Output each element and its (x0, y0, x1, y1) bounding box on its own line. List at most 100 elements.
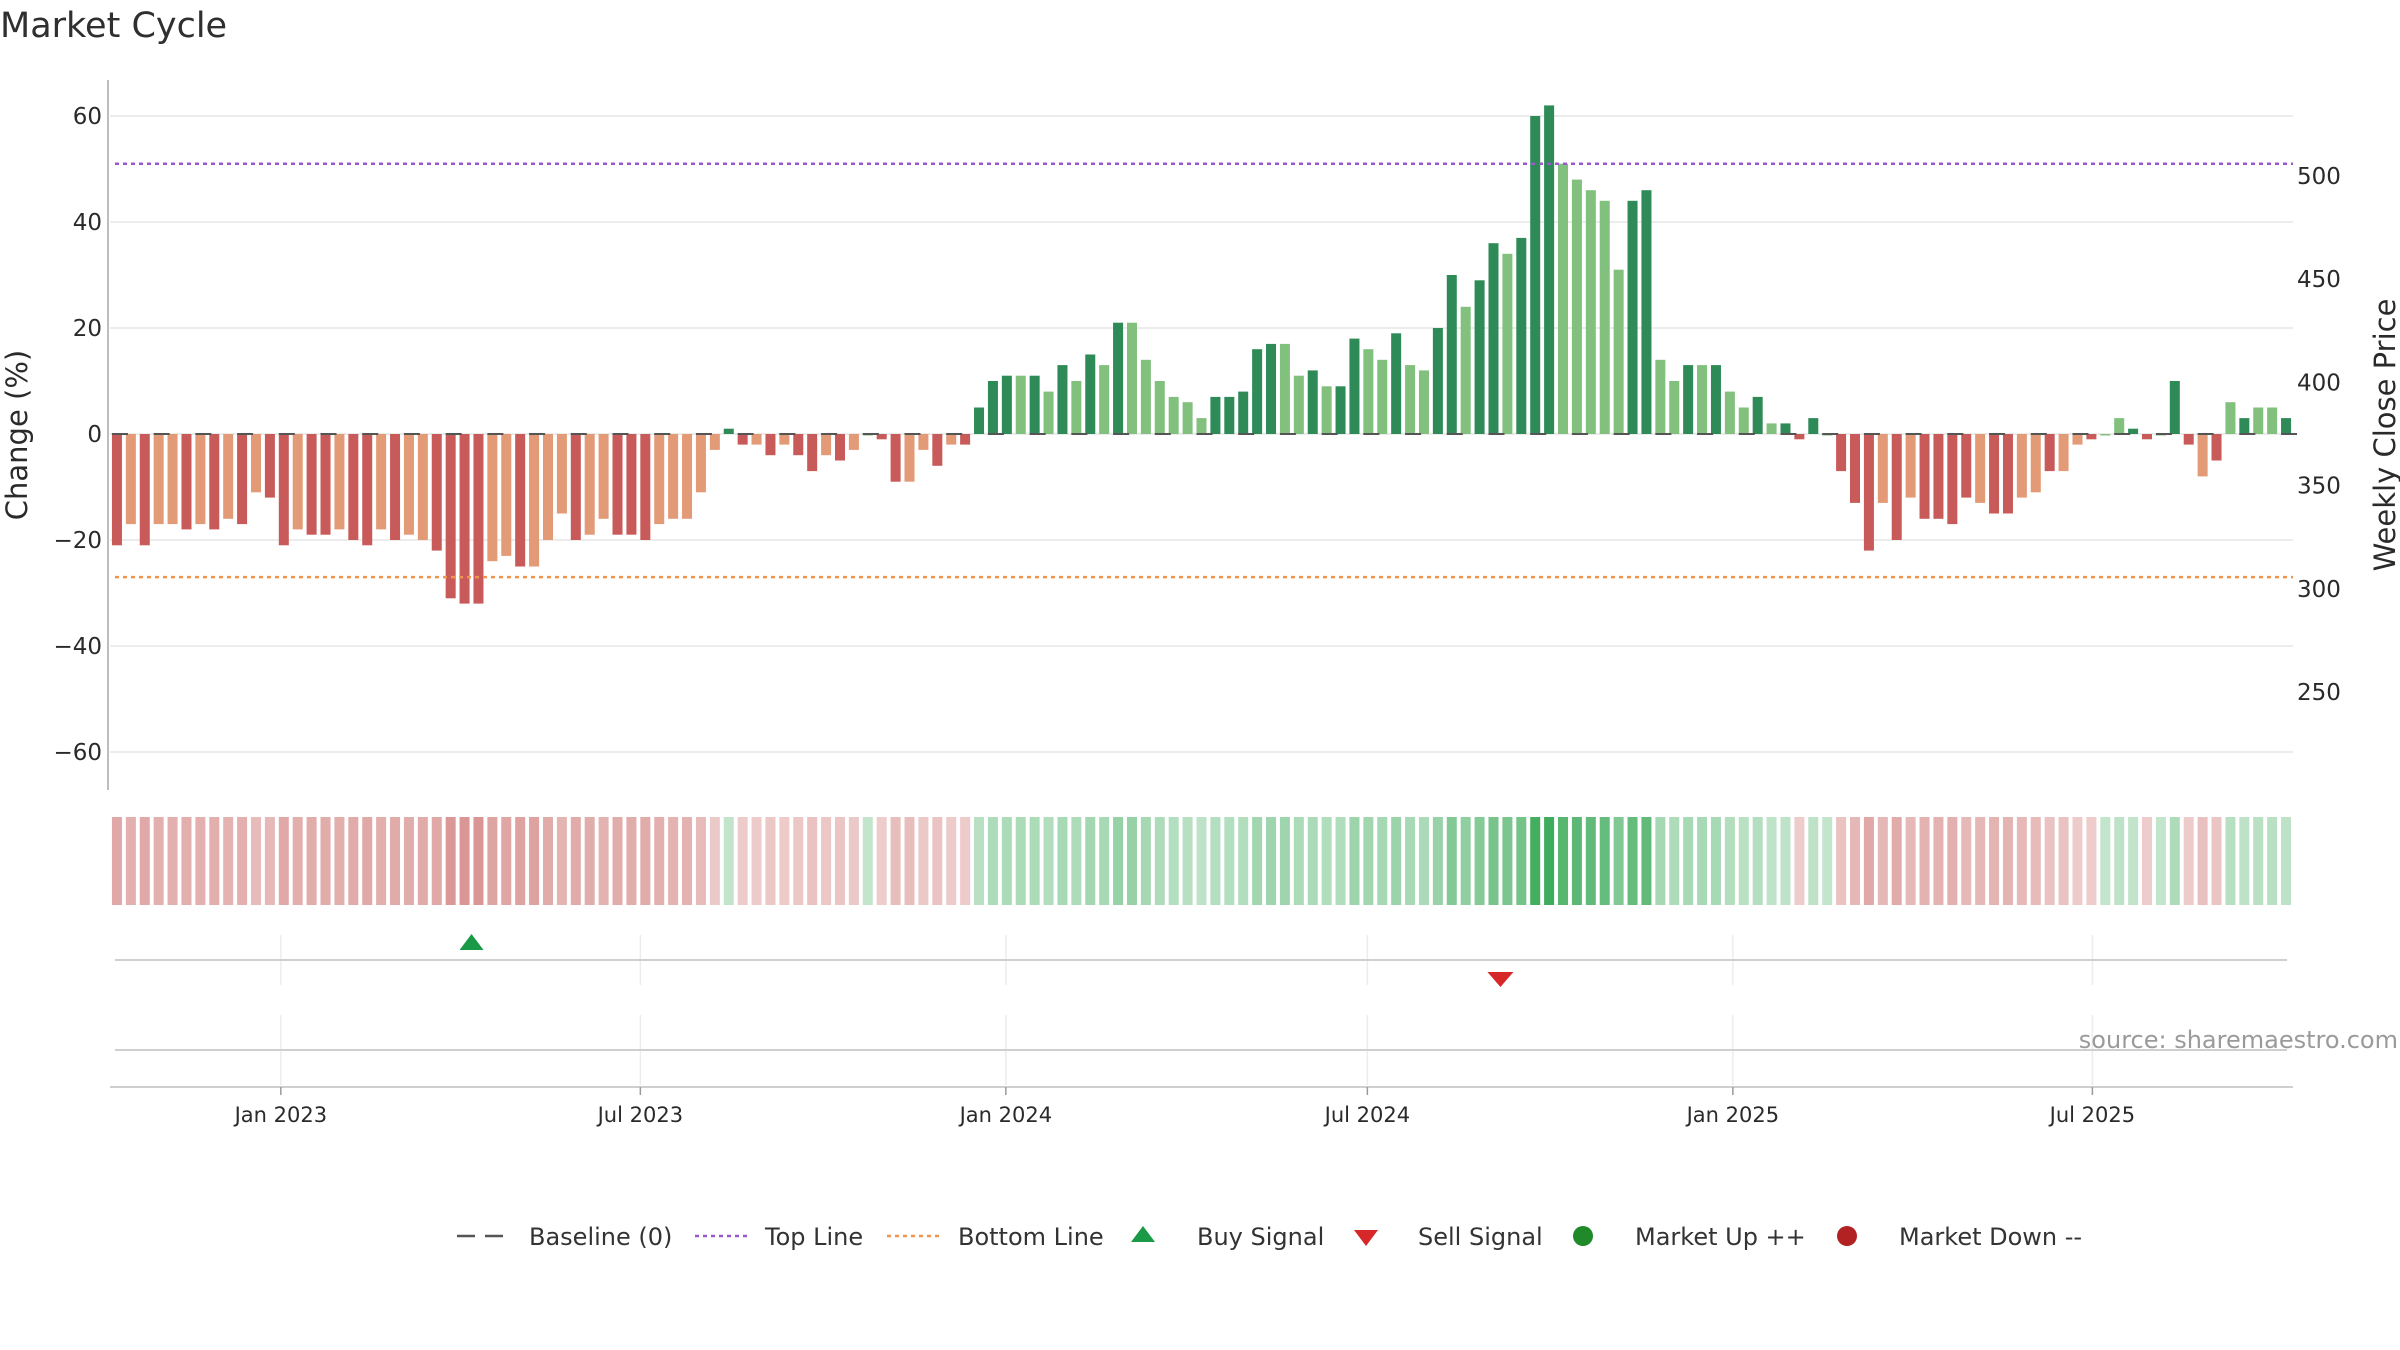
heat-cell (1738, 817, 1749, 905)
change-bar (1113, 322, 1124, 434)
heat-cell (2211, 817, 2222, 905)
change-bar (1710, 365, 1721, 434)
change-bar (695, 434, 706, 493)
heat-cell (1863, 817, 1874, 905)
change-bar (1530, 116, 1541, 434)
heat-cell (195, 817, 206, 905)
heat-cell (1391, 817, 1402, 905)
change-bar (626, 434, 637, 535)
heat-cell (529, 817, 540, 905)
change-bar (1488, 243, 1499, 434)
source-note: source: sharemaestro.com (2079, 1026, 2398, 1054)
change-bar (1266, 343, 1277, 434)
change-bar (1724, 391, 1735, 434)
change-bar (1321, 386, 1332, 434)
change-bar (1307, 370, 1318, 434)
change-bar (1752, 396, 1763, 434)
change-bar (431, 434, 442, 551)
change-bar (904, 434, 915, 482)
change-bar (139, 434, 150, 546)
heat-cell (723, 817, 734, 905)
heat-cell (1502, 817, 1513, 905)
heat-cell (542, 817, 553, 905)
x-tick-label: Jan 2025 (1685, 1103, 1780, 1127)
heat-cell (1822, 817, 1833, 905)
change-bar (932, 434, 943, 466)
change-bar (306, 434, 317, 535)
legend: Baseline (0) Top Line Bottom Line Buy Signa… (457, 1223, 2082, 1251)
heat-cell (668, 817, 679, 905)
change-bar (640, 434, 651, 540)
change-bar (473, 434, 484, 604)
heat-cell (1710, 817, 1721, 905)
change-bar (403, 434, 414, 535)
change-bar (2211, 434, 2222, 461)
change-bar (2253, 407, 2264, 434)
heat-cell (501, 817, 512, 905)
heat-cell (1975, 817, 1986, 905)
change-bar (223, 434, 234, 519)
change-bar (1391, 333, 1402, 434)
legend-swatch (1573, 1226, 1593, 1246)
change-bar (2197, 434, 2208, 477)
heat-cell (682, 817, 693, 905)
change-bar (1989, 434, 2000, 514)
change-bar (278, 434, 289, 546)
change-bar (2002, 434, 2013, 514)
legend-market-up: Market Up ++ (1573, 1223, 1806, 1251)
legend-label: Market Up ++ (1635, 1223, 1806, 1251)
heat-cell (264, 817, 275, 905)
heat-cell (765, 817, 776, 905)
heat-cell (292, 817, 303, 905)
legend-label: Top Line (764, 1223, 863, 1251)
heat-cell (848, 817, 859, 905)
change-bar (1919, 434, 1930, 519)
heat-strip (111, 817, 2292, 905)
change-bar (1599, 200, 1610, 434)
change-bar (807, 434, 818, 472)
change-bar (1585, 190, 1596, 434)
change-bar (1905, 434, 1916, 498)
change-bar (960, 434, 971, 445)
heat-cell (1780, 817, 1791, 905)
change-bar (918, 434, 929, 450)
heat-cell (2030, 817, 2041, 905)
change-bar (974, 407, 985, 434)
heat-cell (2253, 817, 2264, 905)
change-bar (1293, 375, 1304, 434)
heat-cell (431, 817, 442, 905)
change-bar (111, 434, 122, 546)
change-bar (487, 434, 498, 562)
change-bar (1474, 280, 1485, 434)
change-bar (1460, 306, 1471, 434)
legend-top-line: Top Line (695, 1223, 863, 1251)
heat-cell (1057, 817, 1068, 905)
x-tick-label: Jan 2023 (233, 1103, 328, 1127)
heat-cell (1266, 817, 1277, 905)
heat-cell (946, 817, 957, 905)
heat-cell (403, 817, 414, 905)
change-bar (779, 434, 790, 445)
heat-cell (1015, 817, 1026, 905)
change-bar (292, 434, 303, 530)
change-bar (1043, 391, 1054, 434)
change-bar (195, 434, 206, 525)
heat-cell (1474, 817, 1485, 905)
change-bar (2030, 434, 2041, 493)
heat-cell (1836, 817, 1847, 905)
change-bar (1641, 190, 1652, 434)
heat-cell (250, 817, 262, 905)
heat-cell (1418, 817, 1429, 905)
change-bar (2100, 434, 2111, 436)
heat-cell (834, 817, 845, 905)
heat-cell (1641, 817, 1652, 905)
change-bar (654, 434, 665, 525)
change-bar (125, 434, 136, 525)
change-bar (1655, 359, 1666, 434)
heat-cell (2267, 817, 2278, 905)
change-bar (1502, 253, 1513, 434)
x-tick-label: Jul 2023 (596, 1103, 683, 1127)
heat-cell (960, 817, 971, 905)
heat-cell (2197, 817, 2208, 905)
